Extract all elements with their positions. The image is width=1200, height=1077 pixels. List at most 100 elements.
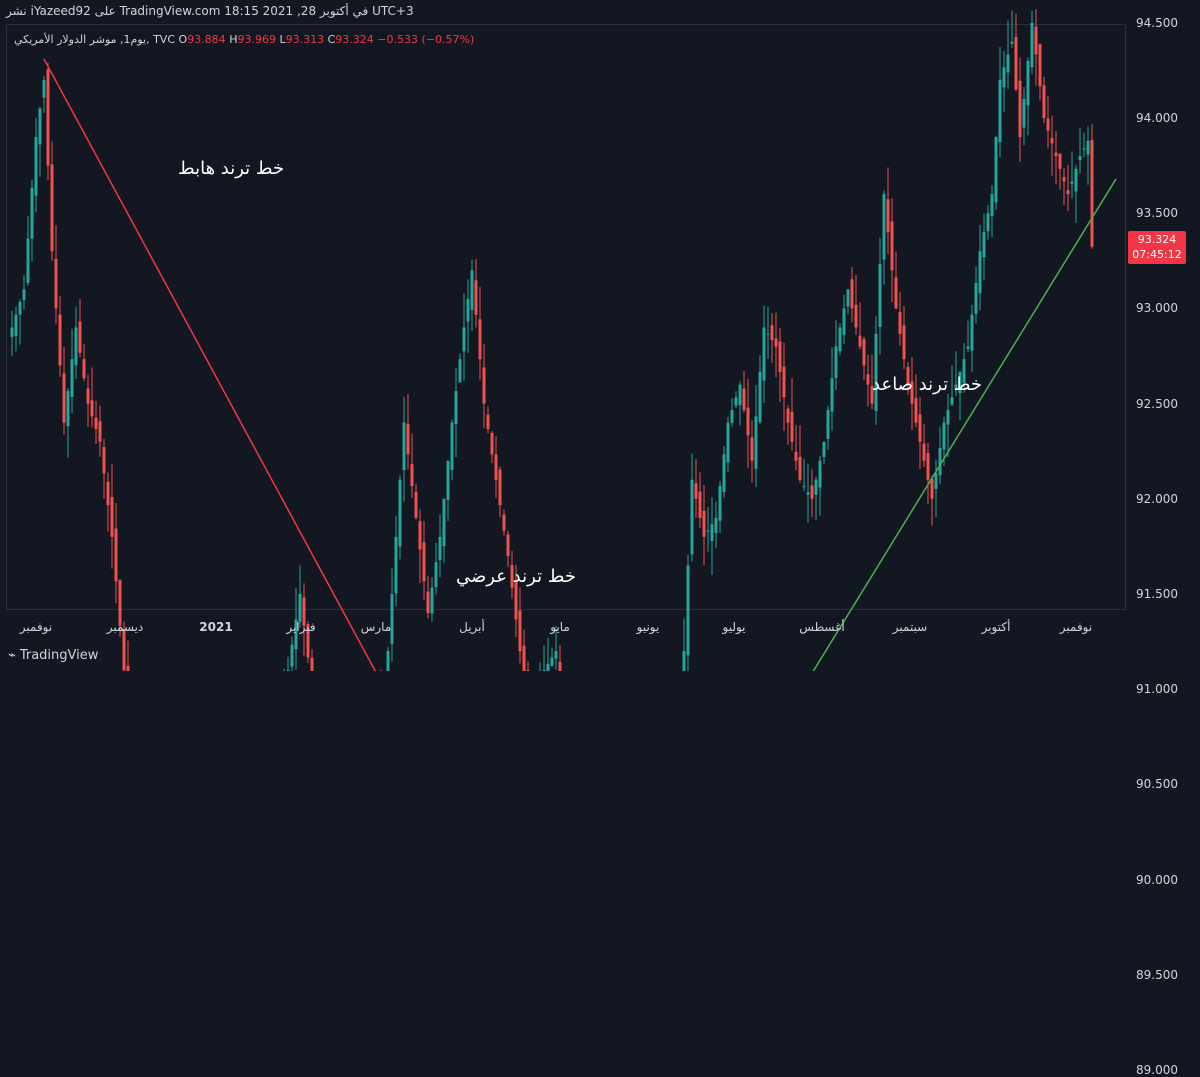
time-tick-label: 2021: [199, 620, 233, 634]
candle-up: [1010, 41, 1014, 44]
time-tick-label: ديسمبر: [106, 620, 144, 634]
candle-down: [774, 338, 778, 347]
candle-up: [546, 663, 550, 671]
open-value: 93.884: [187, 33, 226, 46]
candle-down: [778, 341, 782, 372]
candle-down: [106, 481, 110, 506]
candle-up: [1070, 181, 1074, 184]
tradingview-logo-icon: ⌁: [8, 648, 16, 663]
publish-info: نشر iYazeed92 على TradingView.com 18:15 …: [6, 4, 414, 18]
price-tick-label: 89.000: [1136, 1063, 1178, 1077]
candle-down: [1034, 26, 1038, 55]
candle-down: [474, 280, 478, 315]
candle-down: [1046, 118, 1050, 131]
candle-up: [22, 289, 26, 301]
candle-up: [398, 479, 402, 547]
candle-up: [842, 308, 846, 335]
candle-up: [730, 409, 734, 423]
price-tick-label: 93.000: [1136, 301, 1178, 316]
candle-down: [1018, 80, 1022, 138]
candle-down: [522, 645, 526, 671]
price-tick-label: 94.000: [1136, 111, 1178, 125]
candle-up: [446, 460, 450, 500]
candle-down: [98, 421, 102, 442]
candle-up: [66, 390, 70, 427]
candle-up: [990, 194, 994, 217]
candle-up: [458, 359, 462, 383]
time-tick-label: يونيو: [636, 620, 660, 634]
candle-down: [1050, 137, 1054, 144]
candle-up: [970, 314, 974, 351]
candle-down: [482, 367, 486, 404]
candle-down: [854, 304, 858, 328]
candle-down: [862, 339, 866, 366]
time-tick-label: فبراير: [286, 620, 316, 634]
time-tick-label: نوفمبر: [19, 620, 53, 634]
candle-down: [926, 452, 930, 480]
candle-down: [78, 321, 82, 353]
candle-down: [46, 69, 50, 166]
time-tick-label: أبريل: [459, 620, 485, 634]
tradingview-brand[interactable]: ⌁ TradingView: [8, 648, 98, 663]
time-axis[interactable]: نوفمبر ديسمبر 2021 فبراير مارس أبريل مايو يونيو…: [6, 610, 1126, 642]
candle-down: [50, 164, 54, 252]
price-axis[interactable]: 94.500 94.000 93.500 93.000 92.500 92.000 91.5…: [1126, 16, 1200, 1077]
low-value: 93.313: [285, 33, 325, 46]
candle-up: [454, 390, 458, 425]
candle-down: [886, 199, 890, 233]
candle-down: [798, 456, 802, 480]
price-tick-label: 90.000: [1136, 872, 1178, 887]
candle-down: [62, 373, 66, 423]
candle-up: [294, 619, 298, 650]
candle-up: [942, 422, 946, 450]
candle-up: [690, 479, 694, 555]
candle-down: [122, 628, 126, 671]
close-label: C: [327, 33, 336, 46]
candle-up: [394, 536, 398, 594]
range-trend-label: خط ترند عرضي: [456, 566, 577, 587]
candle-up: [430, 587, 434, 614]
candle-up: [938, 448, 942, 476]
price-tick-label: 91.000: [1136, 682, 1178, 697]
candle-up: [1022, 98, 1026, 128]
candle-up: [1082, 148, 1086, 150]
candle-down: [922, 443, 926, 461]
candle-up: [30, 187, 34, 239]
candle-down: [1058, 153, 1062, 169]
candle-up: [958, 371, 962, 394]
candle-up: [466, 298, 470, 322]
candle-down: [82, 359, 86, 379]
candle-down: [1042, 85, 1046, 118]
candle-up: [934, 473, 938, 490]
candle-down: [110, 496, 114, 537]
candle-down: [514, 580, 518, 620]
down-trendline: [43, 58, 377, 671]
candle-down: [1054, 152, 1058, 157]
bar-countdown: 07:45:12: [1132, 247, 1182, 261]
candle-up: [734, 397, 738, 406]
candle-down: [794, 451, 798, 461]
candle-up: [10, 327, 14, 337]
candle-up: [434, 562, 438, 588]
candle-down: [1066, 190, 1070, 195]
candle-down: [698, 491, 702, 518]
candle-up: [762, 327, 766, 381]
candle-up: [830, 378, 834, 412]
candle-up: [1002, 67, 1006, 88]
candle-up: [986, 213, 990, 232]
candle-up: [838, 327, 842, 352]
symbol-legend[interactable]: يوم1, موشر الدولار الأمريكي, TVC O93.884…: [14, 33, 474, 46]
candle-up: [966, 346, 970, 349]
candle-up: [710, 524, 714, 541]
candle-down: [306, 624, 310, 658]
candle-up: [874, 333, 878, 411]
symbol-name: يوم1, موشر الدولار الأمريكي, TVC: [14, 33, 176, 46]
candle-up: [390, 594, 394, 644]
candle-down: [770, 325, 774, 341]
plot-area[interactable]: [6, 24, 1126, 610]
candle-up: [438, 536, 442, 561]
candles: [10, 9, 1094, 671]
candle-down: [1090, 140, 1094, 247]
low-label: L: [279, 33, 286, 46]
candle-up: [758, 371, 762, 423]
